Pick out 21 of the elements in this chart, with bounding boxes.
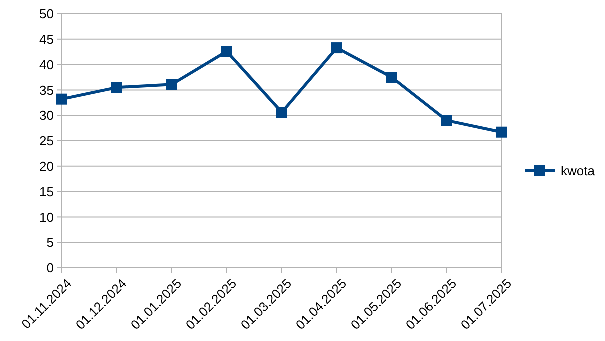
legend-label: kwota — [561, 164, 596, 179]
point — [386, 72, 398, 83]
point — [112, 82, 122, 94]
y-tick-label: 15 — [40, 184, 54, 200]
y-tick-label: 10 — [40, 210, 54, 225]
y-tick-label: 20 — [40, 158, 54, 174]
y-tick-label: 30 — [40, 108, 54, 124]
point — [166, 79, 178, 90]
point — [276, 107, 288, 118]
point — [56, 94, 68, 105]
point — [332, 42, 342, 54]
y-tick-label: 35 — [40, 82, 54, 98]
point — [222, 46, 232, 58]
y-tick-label: 25 — [40, 134, 54, 149]
point — [496, 126, 508, 138]
y-tick-label: 50 — [40, 6, 54, 22]
y-tick-label: 45 — [40, 32, 54, 47]
y-tick-label: 40 — [40, 57, 54, 72]
y-tick-label: 0 — [46, 260, 54, 276]
y-tick-label: 5 — [46, 235, 54, 250]
point — [442, 115, 452, 126]
